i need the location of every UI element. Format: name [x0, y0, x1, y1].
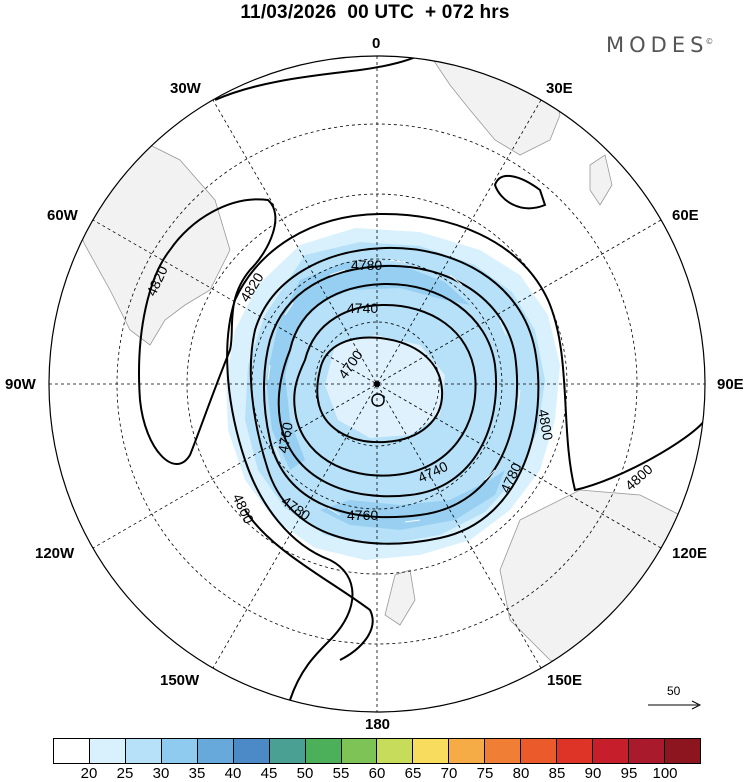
lon-label-120w: 120W	[35, 545, 75, 562]
inner-clear-zone	[325, 335, 445, 438]
brand-logo: MODES©	[606, 33, 713, 57]
height-contours	[138, 56, 705, 701]
contour-label: 4780	[351, 257, 382, 273]
colorbar-cell	[664, 739, 700, 763]
colorbar-tick-label: 20	[80, 765, 98, 782]
colorbar-tick-label: 50	[296, 765, 314, 782]
colorbar-cell	[269, 739, 306, 763]
contour-4820	[138, 198, 277, 465]
wind-shade-30	[266, 262, 470, 470]
lon-label-60w: 60W	[47, 207, 78, 224]
colorbar-cell	[54, 739, 90, 763]
new-zealand-island	[384, 569, 416, 626]
colorbar-cell	[305, 739, 342, 763]
wind-speed-colorbar	[53, 738, 701, 764]
pole-small-loop	[371, 393, 385, 407]
lon-label-150e: 150E	[547, 672, 583, 689]
lon-label-30e: 30E	[546, 80, 573, 97]
lon-label-90e: 90E	[717, 376, 744, 393]
colorbar-cell	[449, 739, 486, 763]
colorbar-tick-label: 85	[548, 765, 566, 782]
colorbar-tick-label: 100	[652, 765, 678, 782]
meridian-lines	[49, 56, 705, 712]
lon-label-90w: 90W	[5, 376, 36, 393]
contour-label: 4740	[347, 300, 378, 316]
contour-label: 4800	[622, 461, 656, 494]
map-boundary	[48, 55, 706, 713]
wind-scale-label: 50	[667, 684, 681, 698]
colorbar-tick-label: 45	[260, 765, 278, 782]
colorbar-cell	[125, 739, 162, 763]
australia-landmass	[499, 489, 705, 676]
colorbar-cell	[197, 739, 234, 763]
colorbar-tick-label: 60	[368, 765, 386, 782]
contour-south-loop	[244, 509, 374, 661]
madagascar-island	[589, 154, 613, 206]
contour-4720	[293, 303, 477, 477]
colorbar-tick-label: 30	[152, 765, 170, 782]
lon-label-150w: 150W	[160, 672, 200, 689]
contour-4740	[277, 282, 497, 498]
colorbar-cell	[161, 739, 198, 763]
map-title: 11/03/2026 00 UTC + 072 hrs	[240, 2, 510, 23]
lon-label-120e: 120E	[672, 545, 708, 562]
colorbar-cell	[521, 739, 558, 763]
contour-4760	[263, 264, 519, 519]
colorbar-tick-label: 25	[116, 765, 134, 782]
colorbar-cell	[485, 739, 522, 763]
africa-landmass	[429, 56, 561, 156]
colorbar-tick-label: 80	[512, 765, 530, 782]
lon-label-60e: 60E	[672, 207, 699, 224]
contour-4700	[316, 336, 444, 444]
polar-stereographic-map: 4820 4820 4780 4740 4700 4760 4800 4800 …	[48, 55, 706, 713]
contour-label: 4800	[230, 491, 258, 526]
colorbar-cell	[233, 739, 270, 763]
wind-vectors	[267, 259, 521, 523]
colorbar-tick-label: 35	[188, 765, 206, 782]
contour-4800	[226, 212, 705, 701]
colorbar-cell	[413, 739, 450, 763]
wind-shade-30b	[320, 470, 505, 530]
colorbar-tick-label: 90	[584, 765, 602, 782]
contour-4780	[249, 246, 540, 545]
colorbar-tick-label: 40	[224, 765, 242, 782]
wind-scale-arrow	[648, 700, 702, 710]
colorbar-tick-label: 55	[332, 765, 350, 782]
wind-speed-shading	[226, 228, 560, 560]
colorbar-cell	[593, 739, 629, 763]
colorbar-cell	[557, 739, 594, 763]
brand-mark: ©	[705, 37, 714, 46]
colorbar-cell	[377, 739, 414, 763]
lon-label-0: 0	[372, 35, 381, 52]
colorbar-tick-label: 65	[404, 765, 422, 782]
colorbar-labels: 20 25 30 35 40 45 50 55 60 65 70 75 80 85 90 95 100	[53, 765, 701, 782]
brand-name: MODES	[606, 33, 709, 57]
contour-label: 4760	[275, 421, 296, 455]
contour-ridge-north	[214, 56, 547, 210]
south-pole-marker	[374, 381, 380, 387]
colorbar-tick-label: 70	[440, 765, 458, 782]
colorbar-cell	[629, 739, 665, 763]
lon-label-180: 180	[365, 716, 391, 733]
colorbar-tick-label: 75	[476, 765, 494, 782]
contour-label: 4800	[535, 408, 556, 442]
lon-label-30w: 30W	[170, 80, 201, 97]
colorbar-cell	[89, 739, 126, 763]
colorbar-tick-label: 95	[620, 765, 638, 782]
colorbar-cell	[341, 739, 378, 763]
contour-label: 4760	[347, 507, 378, 523]
